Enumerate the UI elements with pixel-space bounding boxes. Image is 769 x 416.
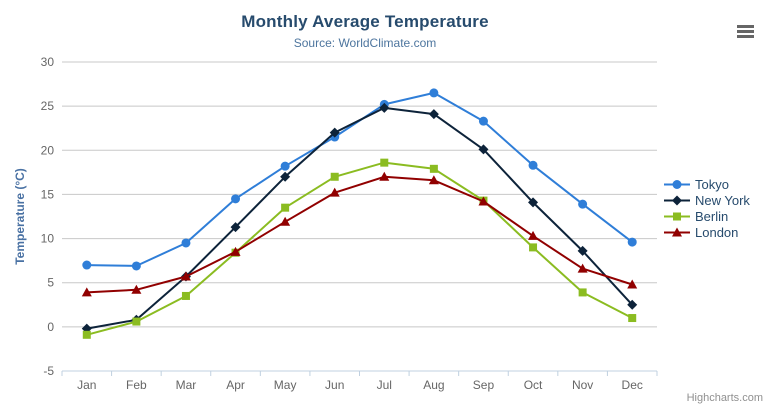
x-axis-label: Jan [77,378,96,392]
series-line-new-york[interactable] [85,106,634,330]
data-point-london[interactable] [329,187,340,197]
x-axis-label: May [274,378,297,392]
data-point-london[interactable] [131,284,142,294]
hamburger-icon [736,34,754,38]
legend-item-london[interactable]: London [664,226,750,239]
data-point-berlin[interactable] [429,164,438,173]
x-axis-label: Dec [622,378,643,392]
data-point-new-york[interactable] [528,197,539,208]
legend-marker-circle-icon [664,180,690,189]
data-point-london[interactable] [577,263,588,273]
data-point-london[interactable] [81,287,92,297]
data-point-berlin[interactable] [181,291,190,300]
data-point-new-york[interactable] [280,171,291,182]
x-axis-label: Jul [377,378,392,392]
data-point-tokyo[interactable] [181,238,191,248]
y-axis-label: 0 [47,320,54,334]
data-point-london[interactable] [180,271,191,281]
hamburger-icon [736,24,754,28]
credits-link[interactable]: Highcharts.com [686,392,763,404]
legend-item-label: New York [695,193,750,208]
data-point-london[interactable] [379,171,390,181]
data-point-tokyo[interactable] [528,160,538,170]
data-point-berlin[interactable] [380,158,389,167]
data-point-london[interactable] [280,216,291,226]
context-menu-button[interactable] [730,17,760,41]
data-point-tokyo[interactable] [429,88,439,98]
y-axis-label: 25 [41,99,55,113]
data-point-new-york[interactable] [428,109,439,120]
y-axis-label: 15 [41,187,55,201]
x-axis-label: Apr [226,378,245,392]
series-line-berlin[interactable] [85,161,634,336]
legend-symbol[interactable] [672,195,682,206]
chart-subtitle: Source: WorldClimate.com [293,36,437,50]
y-axis-title: Temperature (°C) [13,168,27,265]
x-axis-label: Jun [325,378,344,392]
data-point-london[interactable] [230,246,241,256]
legend-item-berlin[interactable]: Berlin [664,210,750,223]
data-point-berlin[interactable] [281,203,290,212]
x-axis-label: Aug [423,378,444,392]
series-line-tokyo[interactable] [85,91,634,267]
y-axis-label: 30 [41,55,55,69]
legend-symbol[interactable] [673,212,681,221]
data-point-new-york[interactable] [230,222,241,233]
data-point-berlin[interactable] [132,317,141,326]
data-point-london[interactable] [528,230,539,240]
data-point-tokyo[interactable] [82,260,92,270]
legend: Tokyo New York Berlin London [664,178,750,239]
legend-item-label: Berlin [695,209,729,224]
data-point-tokyo[interactable] [231,194,241,204]
legend-item-tokyo[interactable]: Tokyo [664,178,750,191]
legend-symbol[interactable] [672,227,682,237]
data-point-tokyo[interactable] [478,116,488,126]
legend-item-label: Tokyo [695,177,729,192]
data-point-new-york[interactable] [329,127,340,138]
x-axis-label: Sep [473,378,495,392]
data-point-tokyo[interactable] [627,237,637,247]
data-point-london[interactable] [627,279,638,289]
data-point-berlin[interactable] [628,314,637,323]
x-axis-label: Oct [524,378,543,392]
hamburger-icon [736,29,754,33]
y-axis-label: 20 [41,143,55,157]
data-point-new-york[interactable] [627,299,638,310]
data-point-new-york[interactable] [478,144,489,155]
y-axis-label: -5 [43,364,54,378]
data-point-tokyo[interactable] [280,161,290,171]
data-point-london[interactable] [428,175,439,185]
legend-symbol[interactable] [672,180,682,189]
legend-marker-square-icon [664,212,690,221]
x-axis-label: Nov [572,378,593,392]
data-point-berlin[interactable] [82,330,91,339]
data-point-london[interactable] [478,196,489,206]
legend-marker-diamond-icon [664,195,690,206]
y-axis-label: 5 [47,276,54,290]
data-point-berlin[interactable] [529,243,538,252]
legend-item-label: London [695,225,739,240]
data-point-tokyo[interactable] [131,261,141,271]
data-point-berlin[interactable] [330,172,339,181]
data-point-tokyo[interactable] [578,199,588,209]
x-axis-label: Mar [176,378,197,392]
x-axis-label: Feb [126,378,147,392]
data-point-berlin[interactable] [578,288,587,297]
legend-item-new-york[interactable]: New York [664,194,750,207]
data-point-new-york[interactable] [379,102,390,113]
data-point-new-york[interactable] [577,245,588,256]
series-line-london[interactable] [85,175,634,294]
legend-marker-triangle-icon [664,227,690,237]
y-axis-label: 10 [41,232,55,246]
chart-title: Monthly Average Temperature [241,12,489,31]
